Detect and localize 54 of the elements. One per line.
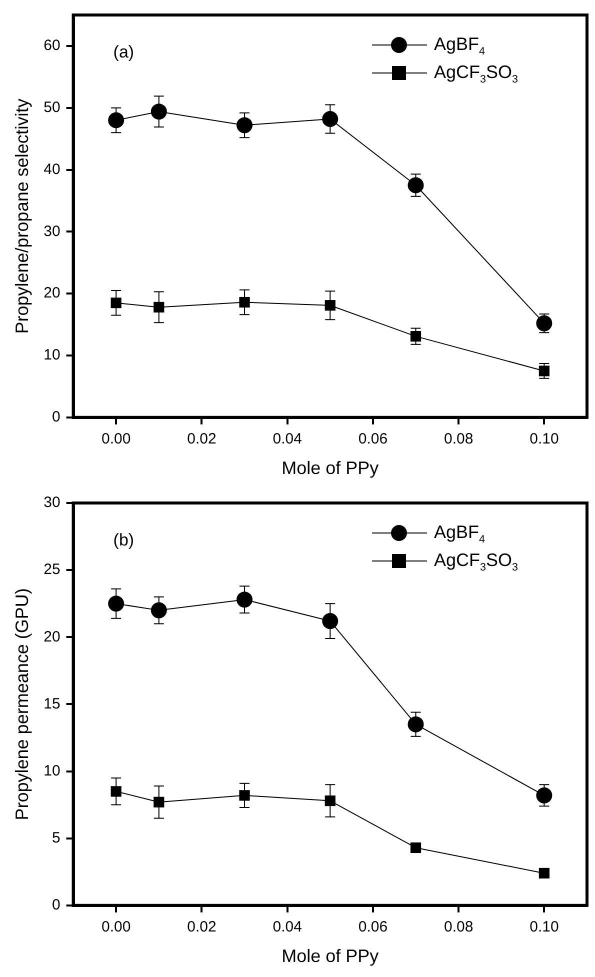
y-tick-label: 0 [52,408,60,426]
x-tick-label: 0.04 [272,430,302,448]
point [154,302,164,313]
x-tick-label: 0.10 [530,918,559,936]
y-tick-label: 10 [44,762,60,780]
y-tick-label: 20 [44,284,60,302]
y-axis-title: Propylene/propane selectivity [12,98,32,334]
x-tick-label: 0.08 [444,918,474,936]
x-tick-label: 0.00 [101,918,131,936]
y-tick-label: 60 [44,37,60,54]
y-axis-title: Propylene permeance (GPU) [12,588,32,820]
point [410,842,422,854]
point [236,117,253,134]
x-tick-label: 0.08 [444,430,474,448]
point [239,790,250,801]
y-tick-label: 5 [52,829,60,846]
point [110,298,122,308]
y-tick-label: 0 [52,896,60,914]
y-tick-label: 50 [44,99,60,116]
point [538,868,550,879]
point [108,596,124,612]
point [150,602,167,618]
point [408,177,424,194]
point [150,104,167,120]
x-tick-label: 0.10 [530,430,559,448]
y-tick-label: 25 [44,561,60,578]
x-tick-label: 0.00 [101,430,131,448]
point [236,592,253,608]
x-tick-label: 0.06 [358,918,388,936]
x-tick-label: 0.02 [187,918,216,936]
point [408,716,424,732]
y-tick-label: 30 [44,222,60,240]
point [324,300,336,311]
point [154,796,164,808]
point [322,613,338,630]
y-tick-label: 30 [44,494,60,512]
point [322,111,338,128]
annotation: (b) [113,530,134,550]
point [110,786,122,797]
point [324,795,336,806]
annotation: (a) [113,42,134,62]
x-tick-label: 0.02 [187,430,216,448]
y-tick-label: 15 [44,695,60,712]
x-axis-title: Mole of PPy [282,458,379,478]
y-tick-label: 20 [44,628,60,646]
x-axis-title: Mole of PPy [282,946,379,966]
y-tick-label: 40 [44,160,60,178]
x-tick-label: 0.04 [272,918,302,936]
x-tick-label: 0.06 [358,430,388,448]
point [536,315,552,332]
point [536,787,552,804]
point [239,296,250,308]
y-tick-label: 10 [44,346,60,364]
point [108,112,124,128]
